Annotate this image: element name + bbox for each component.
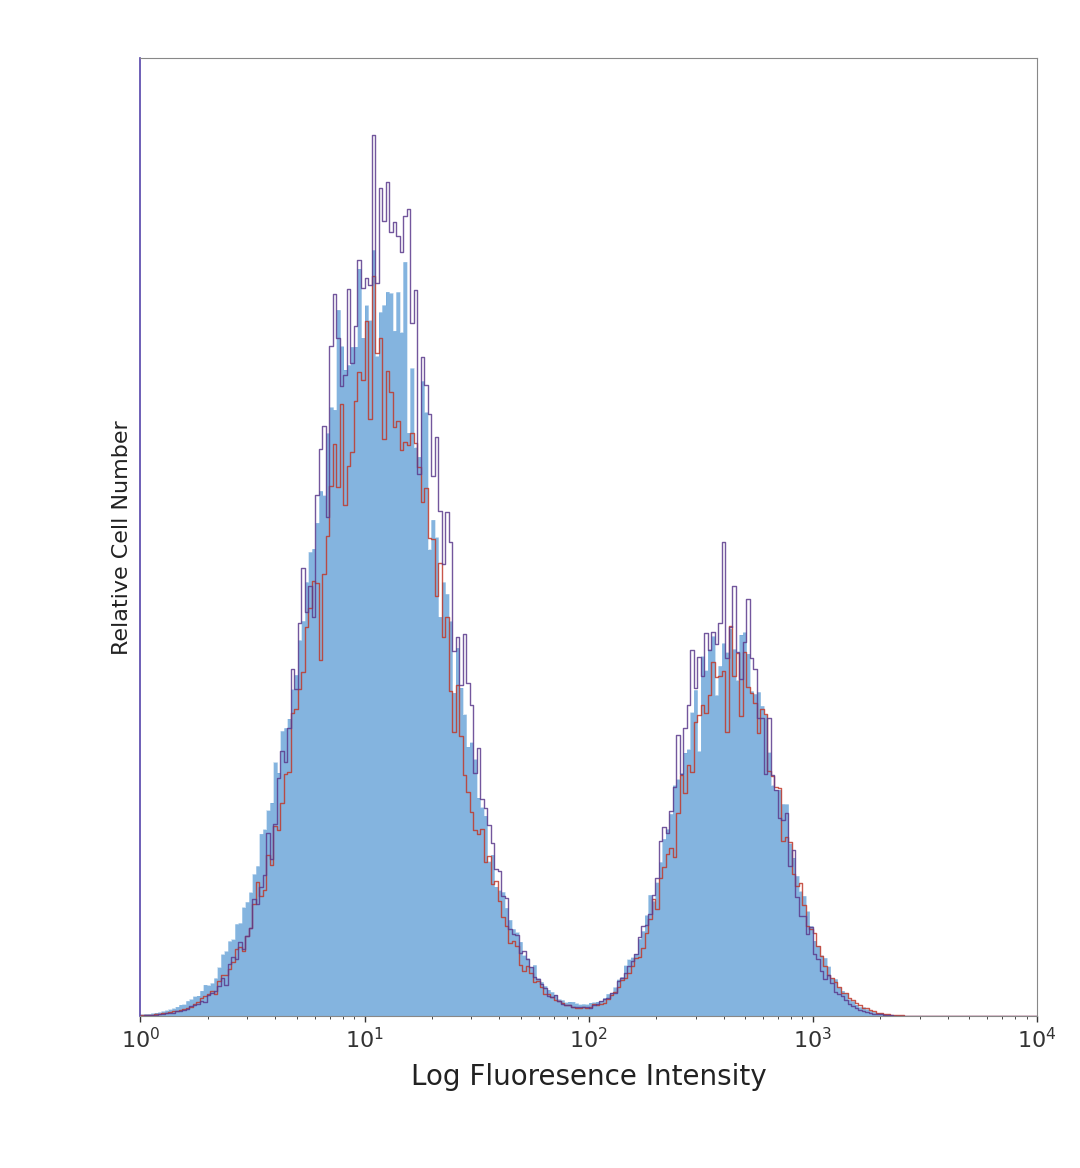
X-axis label: Log Fluoresence Intensity: Log Fluoresence Intensity xyxy=(410,1063,767,1091)
Y-axis label: Relative Cell Number: Relative Cell Number xyxy=(112,420,132,654)
